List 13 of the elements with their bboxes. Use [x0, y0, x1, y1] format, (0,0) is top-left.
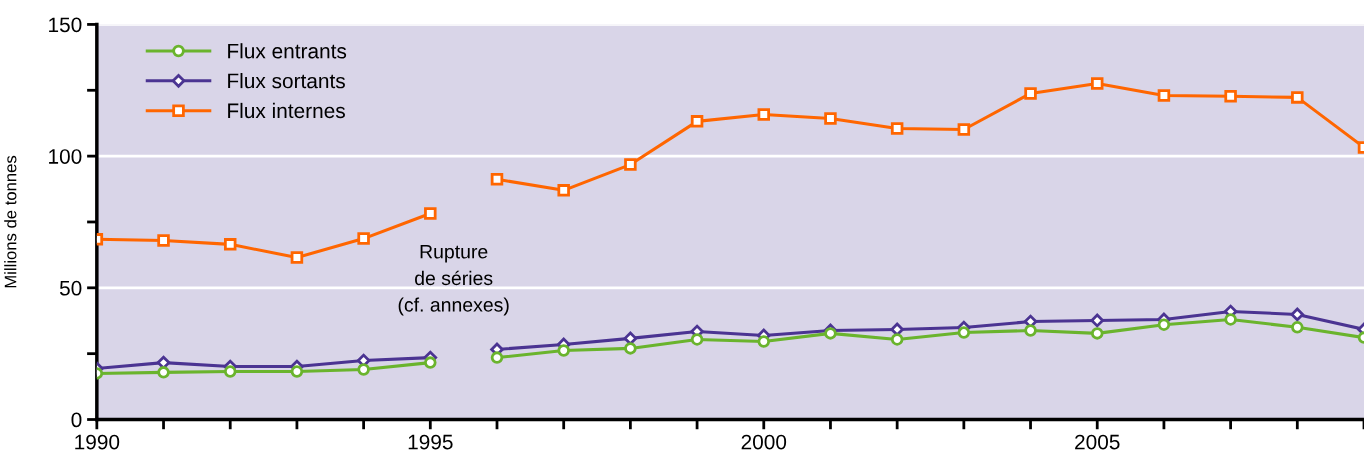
- y-tick-label: 150: [49, 17, 82, 33]
- x-tick-label: 2000: [741, 434, 787, 450]
- annotation: Rupture de séries (cf. annexes): [398, 244, 509, 316]
- y-tick-label: 100: [49, 149, 82, 164]
- y-tick-label: 0: [71, 412, 82, 428]
- legend-label: Flux internes: [228, 102, 345, 119]
- y-axis-title: Millions de tonnes: [4, 155, 17, 288]
- legend-label: Flux sortants: [228, 73, 345, 89]
- x-tick-label: 1995: [408, 434, 453, 450]
- legend-label: Flux entrants: [228, 43, 347, 59]
- y-tick-label: 50: [59, 280, 82, 296]
- x-tick-label: 2005: [1075, 434, 1120, 450]
- x-tick-label: 1990: [75, 434, 120, 450]
